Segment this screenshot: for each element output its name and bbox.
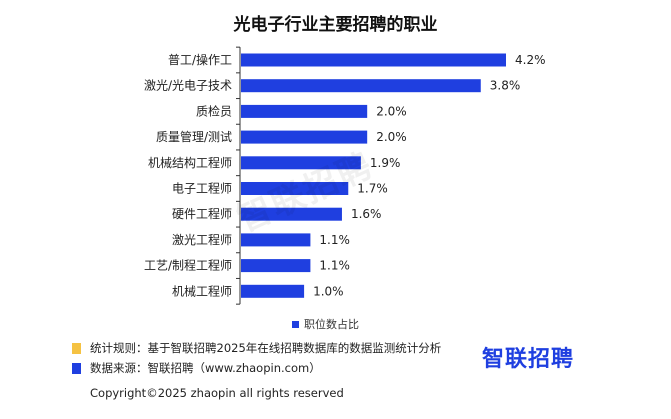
category-label: 机械工程师	[172, 283, 232, 298]
value-label: 2.0%	[376, 104, 407, 118]
category-label: 普工/操作工	[168, 52, 232, 67]
zhaopin-logo: 智联招聘	[482, 347, 575, 372]
value-label: 3.8%	[490, 79, 521, 93]
value-label: 1.7%	[357, 182, 388, 196]
legend: 职位数占比	[292, 316, 359, 332]
category-label: 电子工程师	[172, 181, 232, 196]
legend-label: 职位数占比	[304, 318, 359, 331]
category-label: 硬件工程师	[172, 206, 232, 221]
copyright: Copyright©2025 zhaopin all rights reserv…	[90, 386, 344, 400]
bar	[241, 130, 368, 144]
value-label: 2.0%	[376, 130, 407, 144]
value-label: 1.1%	[319, 259, 350, 273]
rule-text: 统计规则：基于智联招聘2025年在线招聘数据库的数据监测统计分析	[90, 341, 442, 355]
category-label: 激光/光电子技术	[144, 79, 232, 93]
bar	[241, 259, 311, 273]
chart-title: 光电子行业主要招聘的职业	[233, 15, 438, 35]
category-label: 工艺/制程工程师	[144, 258, 232, 273]
value-label: 4.2%	[515, 53, 546, 67]
category-label: 机械结构工程师	[148, 155, 232, 170]
bar-chart: 普工/操作工激光/光电子技术质检员质量管理/测试机械结构工程师电子工程师硬件工程…	[144, 46, 546, 305]
category-label: 质检员	[196, 103, 232, 118]
bar	[241, 284, 305, 298]
bar	[241, 79, 481, 93]
rule-marker	[72, 342, 81, 354]
bar	[241, 104, 368, 118]
value-label: 1.6%	[351, 207, 382, 221]
value-label: 1.1%	[319, 233, 350, 247]
source-note: 数据来源：智联招聘（www.zhaopin.com）	[72, 360, 321, 376]
bar	[241, 156, 361, 170]
bar	[241, 233, 311, 247]
category-label: 质量管理/测试	[156, 129, 232, 144]
value-label: 1.9%	[370, 156, 401, 170]
legend-swatch	[292, 320, 299, 328]
bar	[241, 207, 342, 221]
source-text: 数据来源：智联招聘（www.zhaopin.com）	[90, 361, 321, 375]
source-marker	[72, 362, 81, 374]
value-label: 1.0%	[313, 284, 344, 298]
bar	[241, 53, 506, 67]
bar	[241, 182, 349, 195]
rule-note: 统计规则：基于智联招聘2025年在线招聘数据库的数据监测统计分析	[72, 340, 441, 356]
category-label: 激光工程师	[172, 232, 232, 247]
